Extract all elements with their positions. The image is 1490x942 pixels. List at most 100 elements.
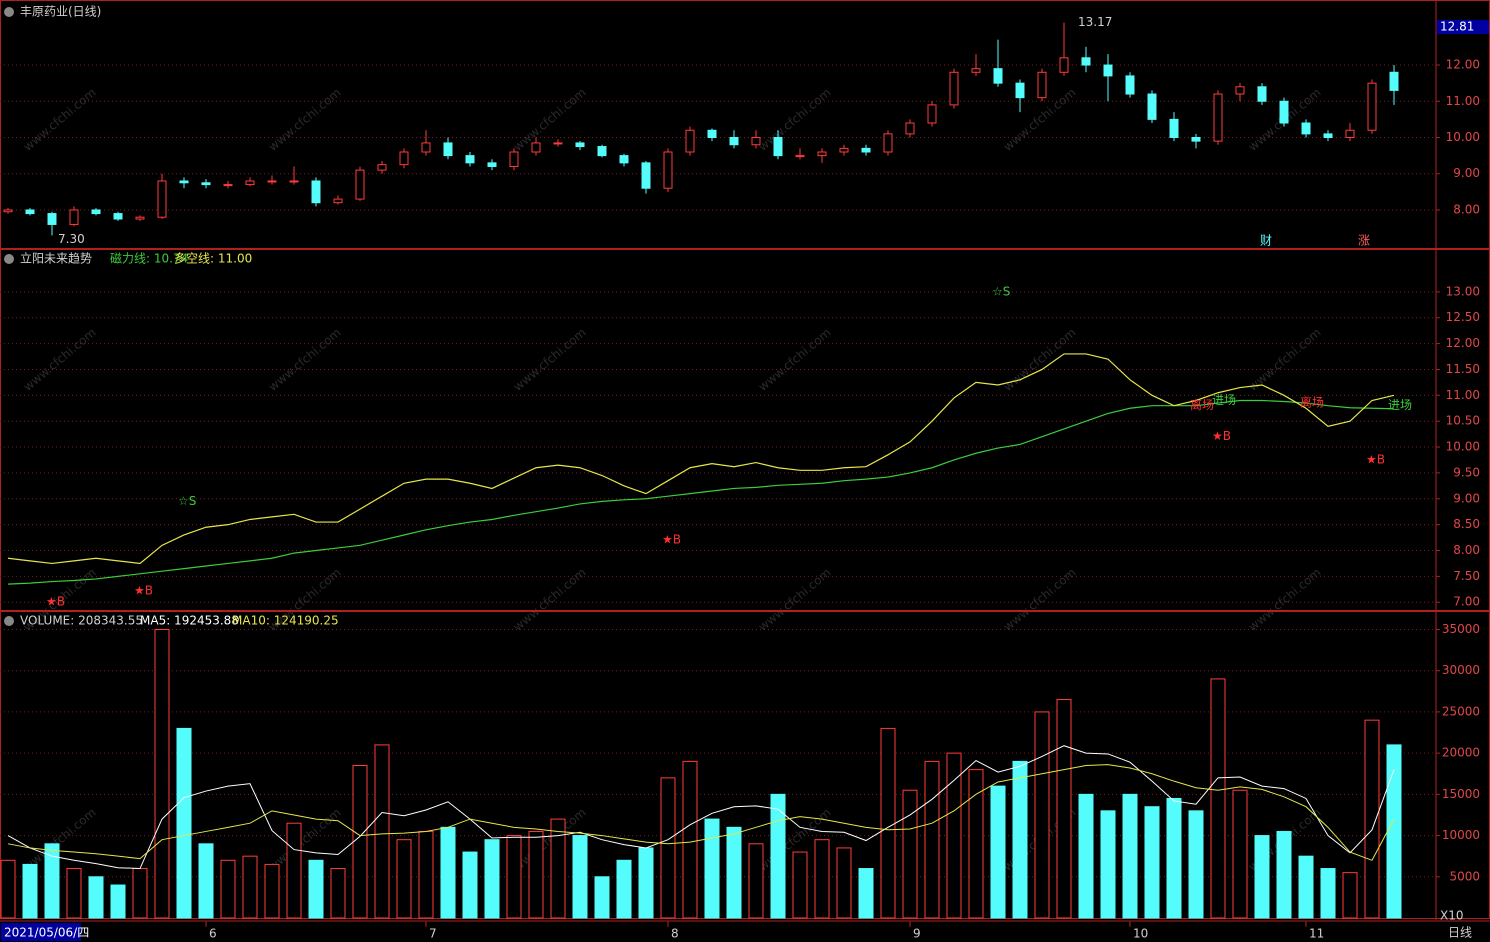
y-tick-label: 20000 bbox=[1442, 746, 1480, 760]
volume-bar bbox=[1166, 797, 1182, 919]
panel-title: 立阳未来趋势 bbox=[20, 251, 92, 266]
volume-bar bbox=[748, 843, 764, 919]
volume-bar bbox=[110, 884, 126, 919]
volume-bar bbox=[1232, 789, 1248, 919]
legend-entry: 多空线: 11.00 bbox=[174, 252, 252, 266]
candle-body bbox=[311, 180, 321, 204]
candle-body bbox=[1103, 64, 1113, 77]
candle-body bbox=[487, 162, 497, 167]
y-tick-label: 9.00 bbox=[1453, 491, 1480, 505]
volume-bar bbox=[88, 876, 104, 919]
volume-bar bbox=[726, 826, 742, 919]
candle-body bbox=[971, 68, 981, 73]
volume-bar bbox=[572, 835, 588, 919]
volume-bar bbox=[946, 752, 962, 919]
candle-body bbox=[1081, 57, 1091, 66]
ma-line bbox=[7, 764, 1395, 861]
candle-body bbox=[663, 151, 673, 189]
signal: 进场 bbox=[1388, 398, 1412, 412]
volume-bar bbox=[858, 868, 874, 919]
signal: ★B bbox=[1366, 452, 1385, 466]
volume-bar bbox=[22, 863, 38, 919]
y-tick-label: 9.00 bbox=[1453, 166, 1480, 180]
x-tick-label: 11 bbox=[1309, 927, 1324, 941]
candle-body bbox=[25, 209, 35, 215]
volume-bar bbox=[286, 822, 302, 919]
x-tick-label: 10 bbox=[1133, 927, 1148, 941]
y-tick-label: 12.00 bbox=[1446, 336, 1480, 350]
indicator-line bbox=[7, 399, 1395, 585]
candle-body bbox=[1125, 75, 1135, 95]
volume-bar bbox=[1122, 793, 1138, 919]
candle-body bbox=[905, 122, 915, 135]
candle-body bbox=[817, 151, 827, 157]
candle-body bbox=[1059, 57, 1069, 73]
candle-body bbox=[1367, 82, 1377, 131]
signal: 进场 bbox=[1212, 393, 1236, 407]
candle-body bbox=[69, 209, 79, 225]
candle-body bbox=[47, 213, 57, 225]
volume-bar bbox=[396, 839, 412, 919]
candle-body bbox=[1257, 86, 1267, 102]
volume-bar bbox=[1276, 830, 1292, 919]
y-tick-label: 11.50 bbox=[1446, 362, 1480, 376]
y-tick-label: 12.00 bbox=[1446, 58, 1480, 72]
candle-body bbox=[333, 198, 343, 204]
legend-entry: 磁力线: 10.74 bbox=[110, 251, 188, 266]
candle-body bbox=[553, 142, 563, 145]
y-tick-label: 7.00 bbox=[1453, 595, 1480, 609]
candle-body bbox=[949, 71, 959, 106]
volume-bar bbox=[594, 876, 610, 919]
candle-body bbox=[795, 155, 805, 158]
y-tick-label: 10.00 bbox=[1446, 130, 1480, 144]
volume-bar bbox=[0, 859, 16, 919]
ma-line bbox=[7, 745, 1395, 870]
candle-body bbox=[1279, 100, 1289, 124]
candle-body bbox=[1389, 71, 1399, 91]
candle-body bbox=[1323, 133, 1333, 138]
candle-body bbox=[707, 129, 717, 138]
candle-body bbox=[927, 104, 937, 124]
candle-body bbox=[465, 155, 475, 164]
volume-bar bbox=[660, 777, 676, 919]
volume-bar bbox=[1298, 855, 1314, 919]
signal: ☆S bbox=[992, 284, 1010, 298]
volume-bar bbox=[1342, 872, 1358, 919]
y-tick-label: 10.00 bbox=[1446, 440, 1480, 454]
price-tag-bg bbox=[1437, 20, 1489, 34]
candle-body bbox=[223, 184, 233, 187]
y-tick-label: 25000 bbox=[1442, 704, 1480, 718]
volume-bar bbox=[330, 868, 346, 919]
candle-body bbox=[685, 129, 695, 153]
candle-body bbox=[443, 142, 453, 157]
volume-bar bbox=[1100, 810, 1116, 919]
date-bg bbox=[1, 923, 81, 941]
x-tick-label: 7 bbox=[429, 927, 437, 941]
x-tick-label: 9 bbox=[913, 927, 921, 941]
candle-body bbox=[377, 164, 387, 171]
volume-bar bbox=[264, 863, 280, 919]
candle-body bbox=[839, 147, 849, 153]
y-tick-label: 5000 bbox=[1449, 869, 1480, 883]
candle-body bbox=[619, 155, 629, 164]
y-tick-label: 35000 bbox=[1442, 622, 1480, 636]
signal: 离场 bbox=[1190, 397, 1214, 412]
candle-body bbox=[267, 180, 277, 183]
max-label: 13.17 bbox=[1078, 15, 1112, 29]
volume-bar bbox=[792, 851, 808, 919]
y-tick-label: 30000 bbox=[1442, 663, 1480, 677]
candle-body bbox=[91, 209, 101, 215]
indicator-line bbox=[7, 353, 1395, 565]
candle-body bbox=[751, 136, 761, 146]
candle-body bbox=[993, 68, 1003, 84]
candle-body bbox=[421, 142, 431, 153]
volume-bar bbox=[1210, 678, 1226, 919]
candle-body bbox=[641, 162, 651, 189]
y-tick-label: 12.50 bbox=[1446, 310, 1480, 324]
y-tick-label: 8.00 bbox=[1453, 543, 1480, 557]
legend-entry: MA5: 192453.88 bbox=[140, 614, 239, 628]
y-tick-label: 13.00 bbox=[1446, 284, 1480, 298]
volume-bar bbox=[638, 847, 654, 919]
volume-bar bbox=[506, 835, 522, 919]
